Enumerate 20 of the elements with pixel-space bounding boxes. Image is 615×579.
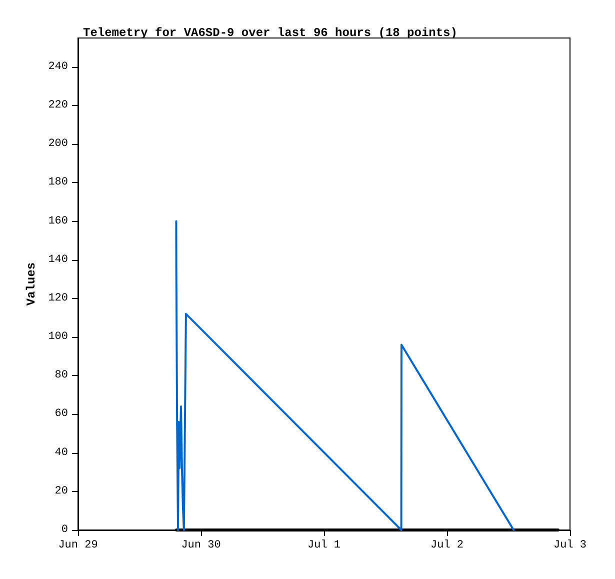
y-tick-label: 200 [48,138,68,150]
y-tick-label: 140 [48,254,68,266]
y-tick-label: 60 [54,408,68,420]
y-tick-label: 80 [54,370,68,382]
y-tick-label: 160 [48,215,68,228]
y-tick-label: 240 [48,60,68,73]
x-tick-label: Jun 29 [58,540,98,552]
y-axis-title: Values [24,262,38,306]
y-tick-label: 180 [48,176,68,189]
y-tick-label: 40 [54,446,68,459]
y-tick-label: 120 [48,292,68,304]
y-tick-label: 220 [48,100,68,112]
y-tick-label: 100 [48,331,68,344]
y-tick-label: 0 [61,524,68,536]
x-tick-label: Jul 1 [307,540,341,552]
x-tick-label: Jul 3 [553,540,587,552]
x-tick-label: Jun 30 [181,540,221,552]
y-tick-label: 20 [54,485,68,498]
x-tick-label: Jul 2 [430,540,464,552]
chart-title: Telemetry for VA6SD-9 over last 96 hours (18 points) [83,26,458,40]
